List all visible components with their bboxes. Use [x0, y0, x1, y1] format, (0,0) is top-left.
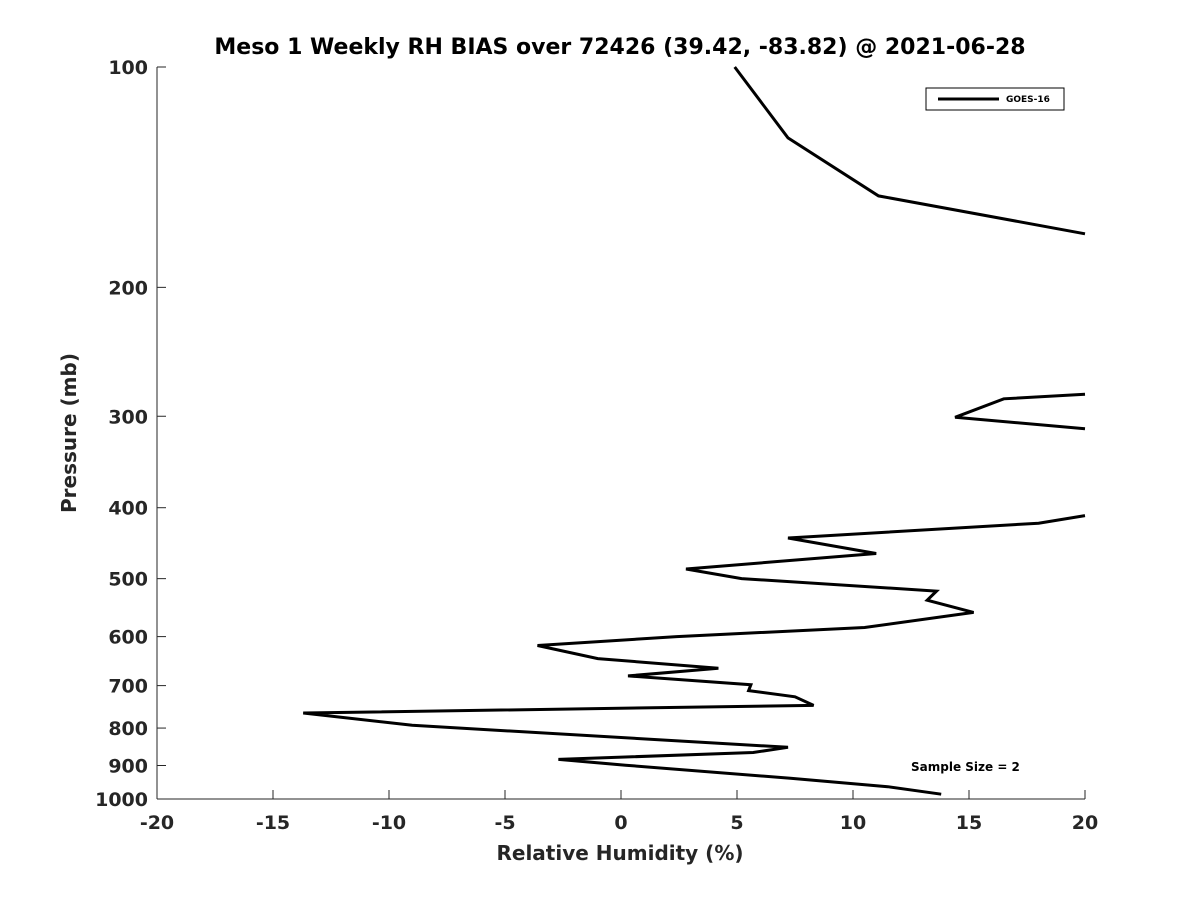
series-layer — [303, 66, 1086, 796]
y-tick-label: 200 — [108, 277, 148, 299]
x-tick-label: 5 — [730, 812, 743, 834]
x-tick-label: 15 — [956, 812, 982, 834]
y-tick-label: 300 — [108, 406, 148, 428]
series-line-goes-16 — [733, 66, 1086, 236]
x-tick-label: -10 — [372, 812, 406, 834]
x-tick-label: -5 — [494, 812, 515, 834]
y-axis-label: Pressure (mb) — [57, 353, 81, 513]
series-line-goes-16 — [303, 514, 1086, 796]
y-axis-ticks: 100 200 300 400 500 600 700 800 900 1000 — [95, 57, 166, 811]
y-tick-label: 1000 — [95, 789, 148, 811]
x-tick-label: -20 — [140, 812, 174, 834]
y-tick-label: 800 — [108, 718, 148, 740]
y-tick-label: 600 — [108, 627, 148, 649]
x-tick-label: 20 — [1072, 812, 1098, 834]
x-tick-label: 10 — [840, 812, 866, 834]
x-tick-label: -15 — [256, 812, 290, 834]
y-tick-label: 700 — [108, 676, 148, 698]
x-axis-label: Relative Humidity (%) — [496, 841, 743, 865]
x-axis-ticks: -20 -15 -10 -5 0 5 10 15 20 — [140, 790, 1098, 834]
y-tick-label: 500 — [108, 569, 148, 591]
y-tick-label: 100 — [108, 57, 148, 79]
x-tick-label: 0 — [614, 812, 627, 834]
chart-title: Meso 1 Weekly RH BIAS over 72426 (39.42,… — [214, 35, 1025, 60]
y-tick-label: 900 — [108, 756, 148, 778]
legend-label-goes-16: GOES-16 — [1006, 95, 1050, 105]
sample-size-annotation: Sample Size = 2 — [911, 760, 1020, 774]
y-tick-label: 400 — [108, 498, 148, 520]
series-line-goes-16 — [954, 392, 1086, 431]
legend: GOES-16 — [925, 87, 1065, 111]
axes — [156, 67, 1085, 800]
